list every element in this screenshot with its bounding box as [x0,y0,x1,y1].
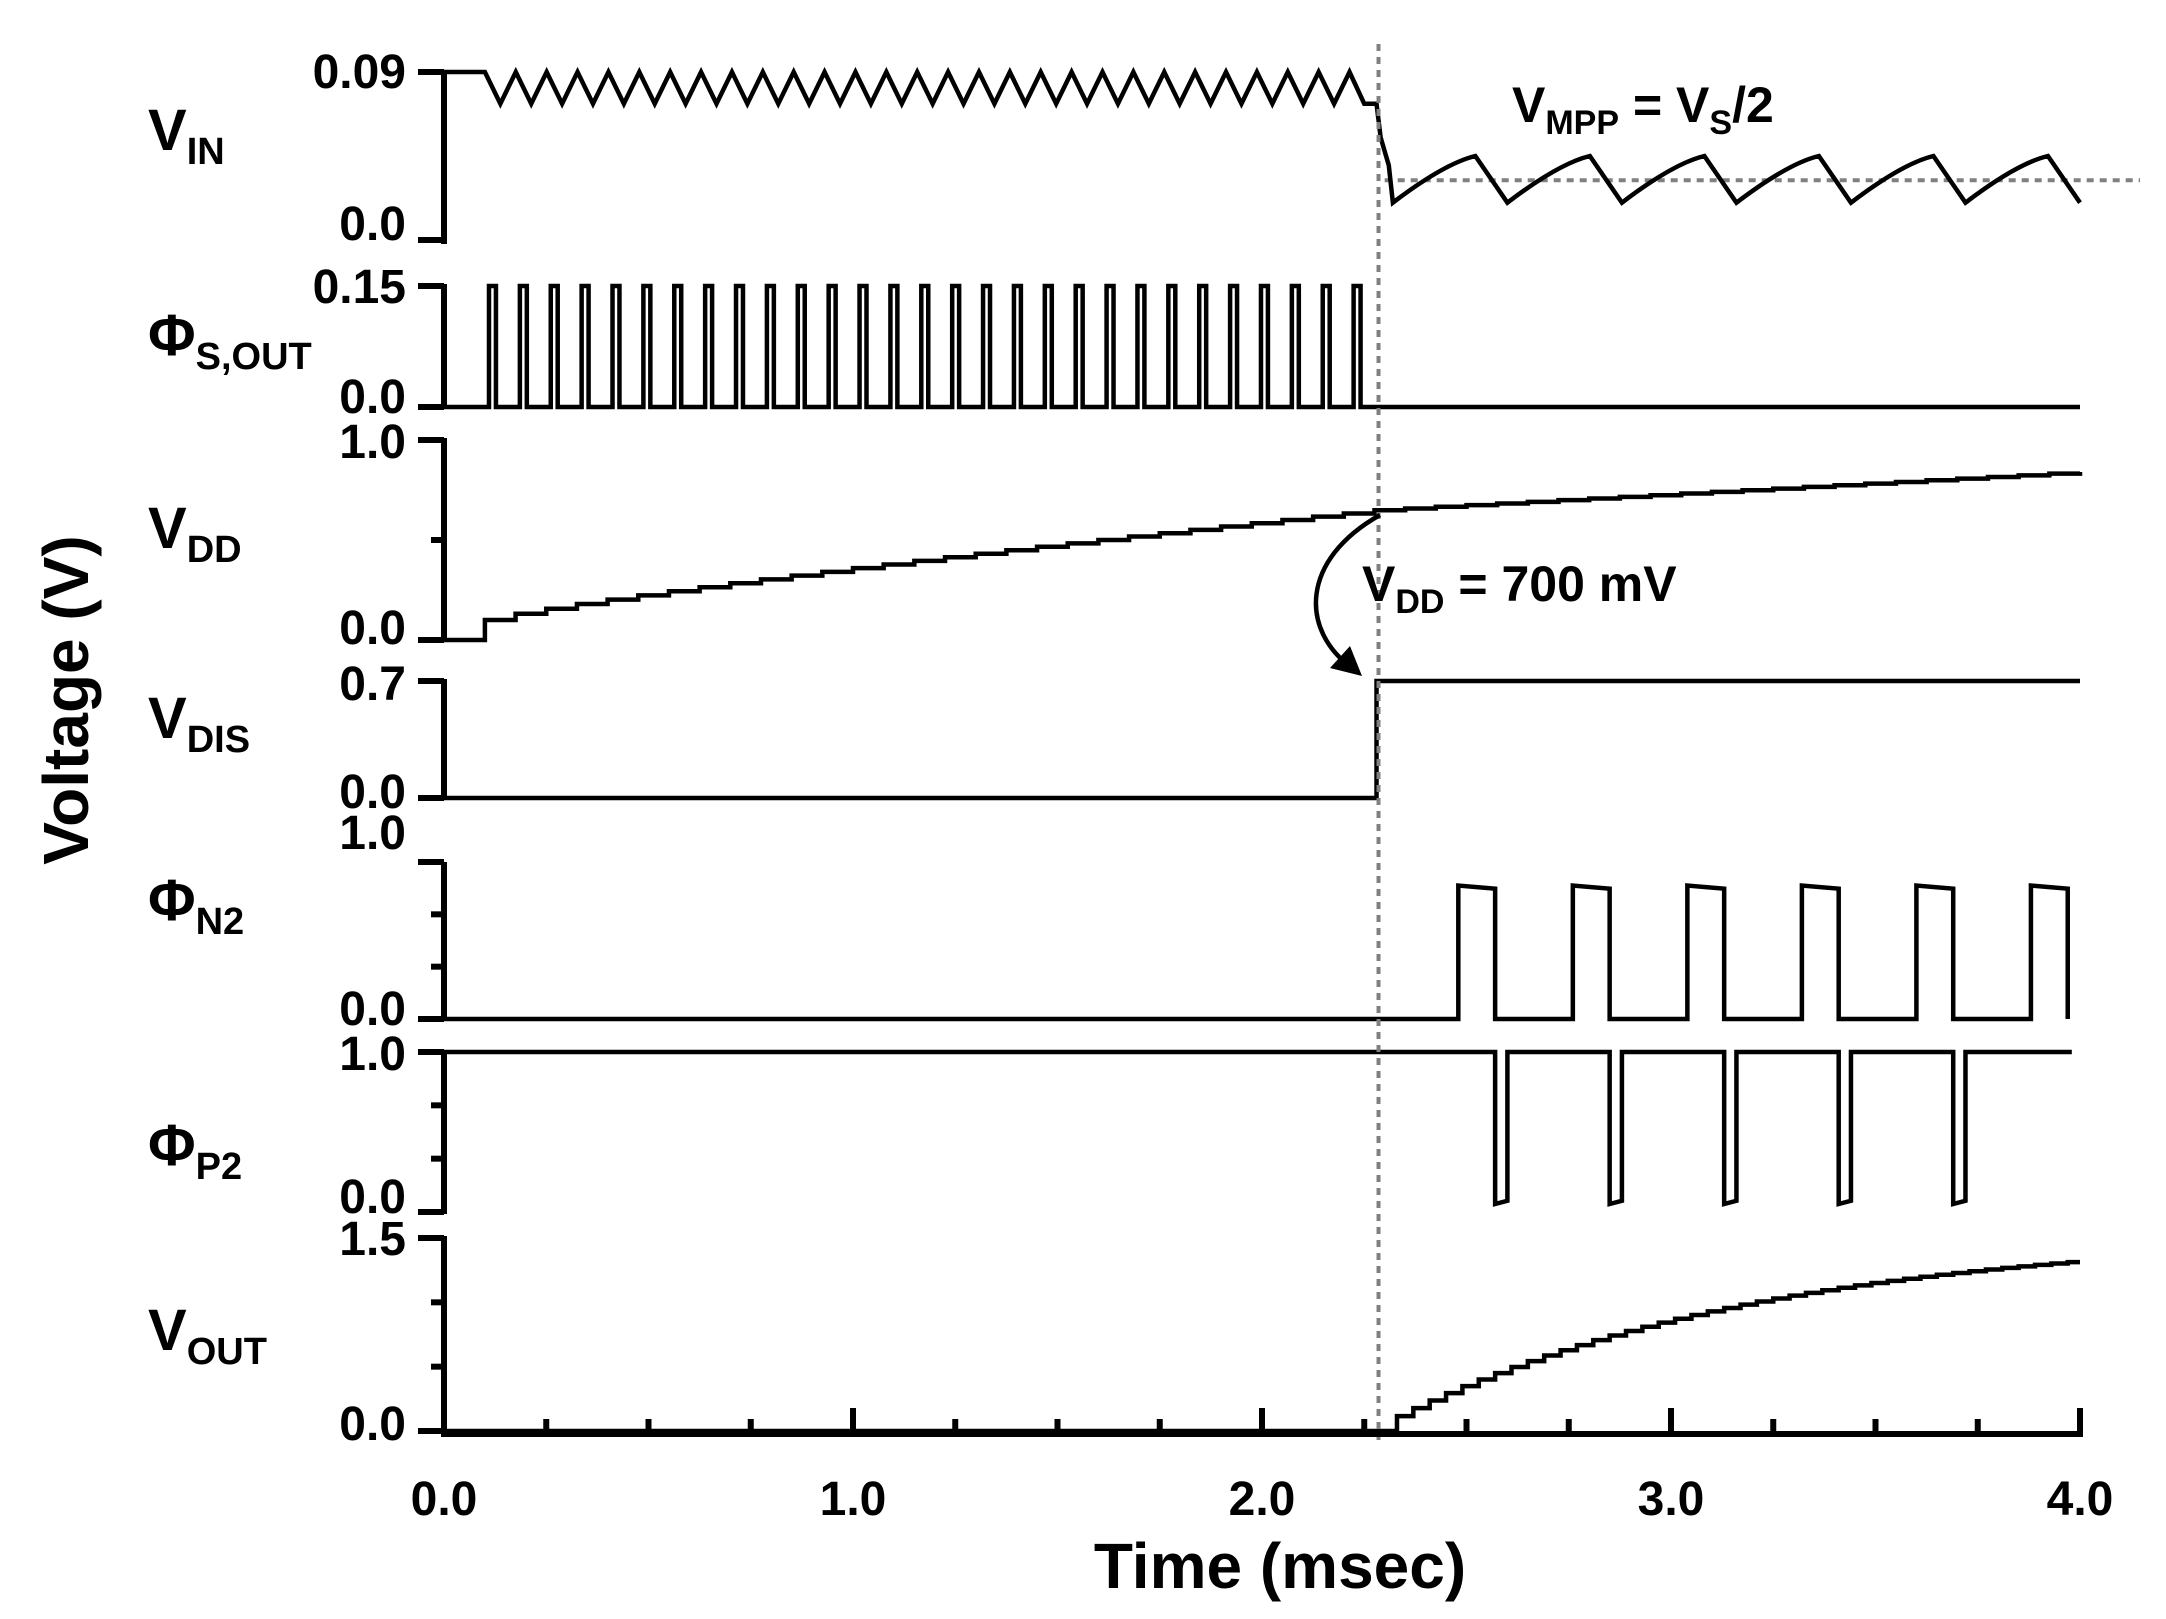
trace-phi_p2 [444,1049,2072,1207]
annotation-vdd-700mv: VDD = 700 mV [1362,556,1677,621]
channel-label-vdis: VDIS [148,686,250,761]
x-tick-label: 4.0 [2047,1473,2114,1526]
channel-vout: 1.5 0.0 VOUT [148,1213,2080,1451]
y-tick-label-phi_n2: 0.0 [339,983,406,1036]
channel-label-phi_p2: ΦP2 [148,1113,242,1188]
channel-label-phi_n2: ΦN2 [148,868,244,943]
arrow-head [1330,646,1362,676]
y-tick-label-vin: 0.0 [339,198,406,251]
annotation-vmpp: VMPP = VS/2 [1512,77,1774,142]
channel-phi_p2: 1.0 0.0 ΦP2 [148,1028,2072,1224]
y-tick-label-vdis: 0.0 [339,766,406,819]
y-axis-title: Voltage (V) [30,535,102,865]
curved-arrow [1313,513,1382,670]
annotations: VMPP = VS/2 VDD = 700 mV [1313,77,1774,676]
trace-phi_s_out [444,283,2080,410]
y-tick-label-phi_n2: 1.0 [339,807,406,860]
trace-vdis [444,678,2080,801]
x-axis-title: Time (msec) [1094,1530,1466,1602]
y-tick-label-vdd: 0.0 [339,602,406,655]
y-tick-label-phi_s_out: 0.0 [339,371,406,424]
channel-vdd: 1.0 0.0 VDD [148,416,2083,655]
trace-vin [444,66,2082,207]
y-tick-label-phi_p2: 1.0 [339,1028,406,1081]
y-tick-label-vout: 0.0 [339,1398,406,1451]
channel-vin: 0.09 0.0 VIN [148,46,2140,251]
x-tick-label: 0.0 [411,1473,478,1526]
channel-vdis: 0.7 0.0 VDIS [148,658,2080,819]
channel-panels: 0.090.0VIN0.150.0ΦS,OUT1.00.0VDD0.70.0VD… [148,46,2140,1451]
channel-label-vin: VIN [148,98,225,173]
x-tick-label: 3.0 [1638,1473,1705,1526]
trace-phi_n2 [444,883,2070,1022]
x-tick-label: 1.0 [820,1473,887,1526]
y-tick-label-phi_s_out: 0.15 [313,261,406,314]
y-tick-label-vdd: 1.0 [339,416,406,469]
channel-label-vdd: VDD [148,496,242,571]
y-tick-label-vout: 1.5 [339,1213,406,1266]
y-tick-label-vdis: 0.7 [339,658,406,711]
channel-phi_s_out: 0.15 0.0 ΦS,OUT [148,261,2080,424]
y-tick-label-vin: 0.09 [313,46,406,99]
x-axis: 0.0 1.0 2.0 3.0 4.0 [411,1408,2114,1526]
channel-label-vout: VOUT [148,1298,267,1373]
y-tick-label-phi_p2: 0.0 [339,1171,406,1224]
channel-phi_n2: 1.0 0.0 ΦN2 [148,807,2070,1036]
x-tick-label: 2.0 [1229,1473,1296,1526]
channel-label-phi_s_out: ΦS,OUT [148,303,312,378]
trace-vdd [444,471,2083,643]
trace-vout [444,1259,2080,1434]
